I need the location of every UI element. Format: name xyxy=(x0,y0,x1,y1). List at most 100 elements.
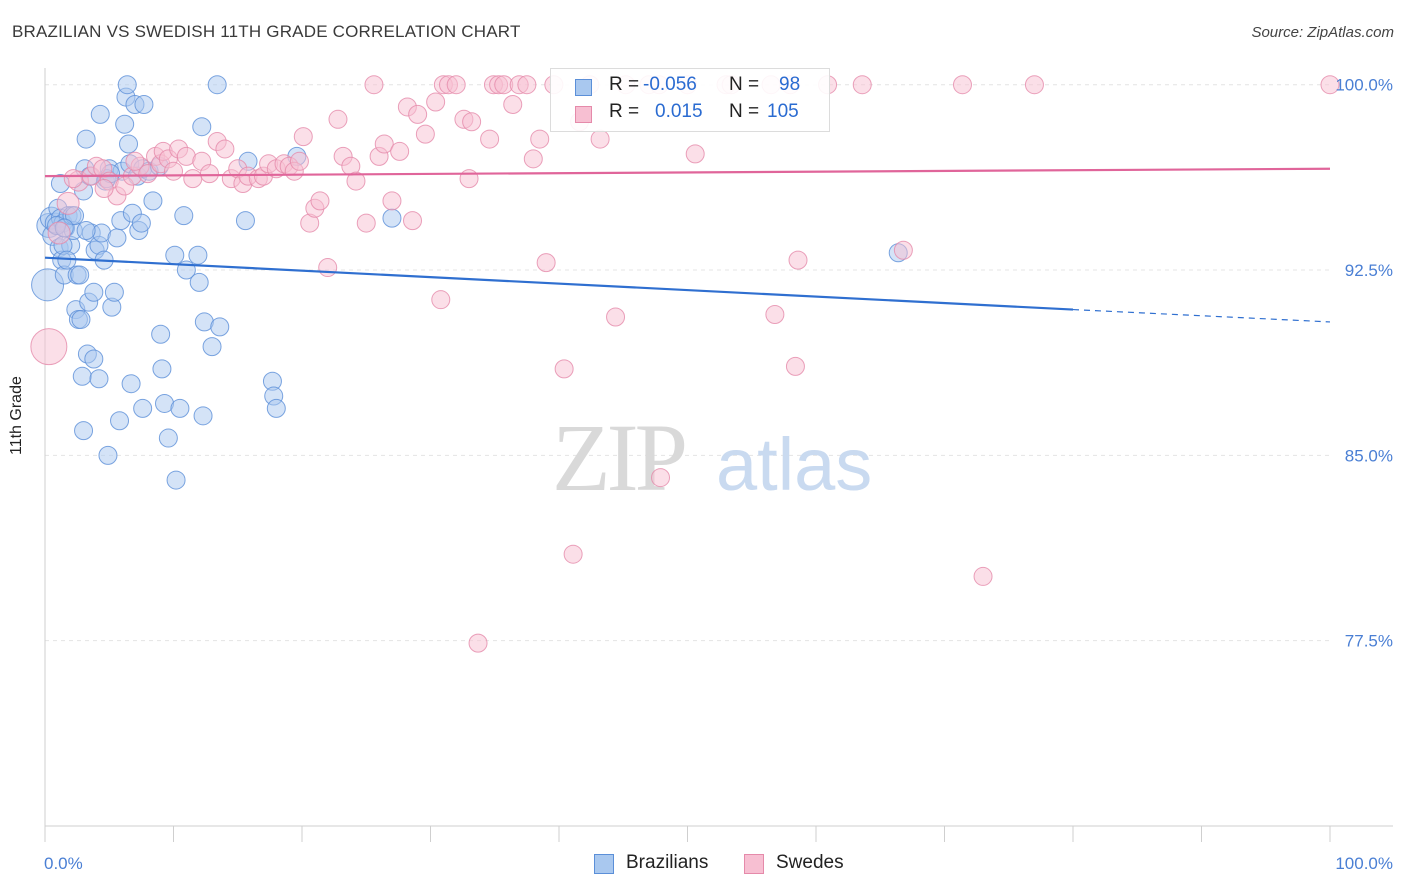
watermark: ZIP atlas xyxy=(552,404,872,511)
watermark-zip: ZIP xyxy=(552,404,685,511)
data-point-brazilians xyxy=(71,309,91,329)
data-point-swedes xyxy=(30,328,68,366)
x-tick-label-min: 0.0% xyxy=(44,854,83,873)
data-point-swedes xyxy=(563,544,583,564)
bottom-legend-label-swedes: Swedes xyxy=(776,852,844,873)
trend-line-swedes xyxy=(44,167,1331,178)
trend-line-brazilians xyxy=(44,256,1074,311)
data-point-swedes xyxy=(138,164,158,184)
data-point-brazilians xyxy=(210,317,230,337)
data-point-brazilians xyxy=(104,282,124,302)
legend-r-value: 0.015 xyxy=(655,101,703,122)
data-point-brazilians xyxy=(98,445,118,465)
data-point-brazilians xyxy=(84,282,104,302)
legend-swatch-swedes xyxy=(575,106,592,123)
data-point-swedes xyxy=(364,75,384,95)
tick-labels: 100.0% 92.5% 85.0% 77.5% 0.0% 100.0% xyxy=(44,76,1393,873)
data-point-swedes xyxy=(374,134,394,154)
data-point-brazilians xyxy=(266,398,286,418)
legend-row-swedes: R = 0.015 N = 105 xyxy=(551,101,829,127)
legend-n-label: N = xyxy=(729,74,760,95)
data-point-swedes xyxy=(63,169,83,189)
bottom-legend-label-brazilians: Brazilians xyxy=(626,852,709,873)
data-point-swedes xyxy=(199,164,219,184)
legend-r-label: R = xyxy=(609,101,640,122)
data-point-brazilians xyxy=(131,213,151,233)
data-point-swedes xyxy=(651,468,671,488)
y-tick-label: 85.0% xyxy=(1345,446,1393,465)
data-point-brazilians xyxy=(165,245,185,265)
data-point-swedes xyxy=(390,141,410,161)
bottom-legend-swatch-brazilians xyxy=(594,854,614,874)
source-label: Source: ZipAtlas.com xyxy=(1251,24,1394,41)
trend-lines xyxy=(44,167,1331,323)
data-point-brazilians xyxy=(189,272,209,292)
data-point-swedes xyxy=(346,171,366,191)
data-point-brazilians xyxy=(76,129,96,149)
data-point-brazilians xyxy=(90,104,110,124)
data-point-swedes xyxy=(785,356,805,376)
data-point-swedes xyxy=(952,75,972,95)
data-point-brazilians xyxy=(382,208,402,228)
legend-n-label: N = xyxy=(729,101,760,122)
data-point-brazilians xyxy=(119,134,139,154)
data-point-swedes xyxy=(446,75,466,95)
data-point-swedes xyxy=(56,191,80,215)
series-swedes-points xyxy=(30,75,1340,653)
data-point-swedes xyxy=(328,109,348,129)
x-tick-label-max: 100.0% xyxy=(1335,854,1393,873)
data-point-swedes xyxy=(893,240,913,260)
legend-n-value: 98 xyxy=(779,74,801,95)
data-point-swedes xyxy=(215,139,235,159)
data-point-swedes xyxy=(973,566,993,586)
data-point-brazilians xyxy=(174,206,194,226)
data-point-brazilians xyxy=(76,220,96,240)
data-point-swedes xyxy=(1024,75,1044,95)
legend-n-value: 105 xyxy=(767,101,799,122)
data-point-swedes xyxy=(685,144,705,164)
y-tick-label: 77.5% xyxy=(1345,632,1393,651)
data-point-swedes xyxy=(480,129,500,149)
data-point-brazilians xyxy=(115,114,135,134)
data-point-brazilians xyxy=(151,324,171,344)
data-point-brazilians xyxy=(89,369,109,389)
data-point-brazilians xyxy=(188,245,208,265)
data-point-swedes xyxy=(852,75,872,95)
data-point-brazilians xyxy=(117,75,137,95)
y-tick-label: 92.5% xyxy=(1345,261,1393,280)
data-point-swedes xyxy=(125,151,145,171)
legend-row-brazilians: R = -0.056 N = 98 xyxy=(551,74,829,100)
data-point-brazilians xyxy=(121,374,141,394)
correlation-legend: R = -0.056 N = 98 R = 0.015 N = 105 xyxy=(550,68,830,132)
data-point-swedes xyxy=(426,92,446,112)
data-point-brazilians xyxy=(235,211,255,231)
data-point-swedes xyxy=(765,305,785,325)
data-point-brazilians xyxy=(143,191,163,211)
trend-line-extension-brazilians xyxy=(1072,308,1331,323)
data-point-brazilians xyxy=(84,349,104,369)
data-point-brazilians xyxy=(110,411,130,431)
data-point-swedes xyxy=(415,124,435,144)
data-point-swedes xyxy=(382,191,402,211)
data-point-swedes xyxy=(1320,75,1340,95)
data-point-brazilians xyxy=(192,117,212,137)
data-point-swedes xyxy=(318,258,338,278)
data-point-swedes xyxy=(408,104,428,124)
data-point-swedes xyxy=(293,127,313,147)
axes xyxy=(44,68,1393,842)
y-tick-label: 100.0% xyxy=(1335,76,1393,95)
data-point-brazilians xyxy=(74,421,94,441)
data-point-brazilians xyxy=(152,359,172,379)
data-point-swedes xyxy=(530,129,550,149)
data-point-swedes xyxy=(289,151,309,171)
data-point-swedes xyxy=(310,191,330,211)
data-point-swedes xyxy=(356,213,376,233)
data-point-brazilians xyxy=(170,398,190,418)
legend-r-label: R = xyxy=(609,74,640,95)
data-point-swedes xyxy=(554,359,574,379)
data-point-swedes xyxy=(47,221,71,245)
data-point-brazilians xyxy=(166,470,186,490)
data-point-swedes xyxy=(431,290,451,310)
legend-swatch-brazilians xyxy=(575,79,592,96)
